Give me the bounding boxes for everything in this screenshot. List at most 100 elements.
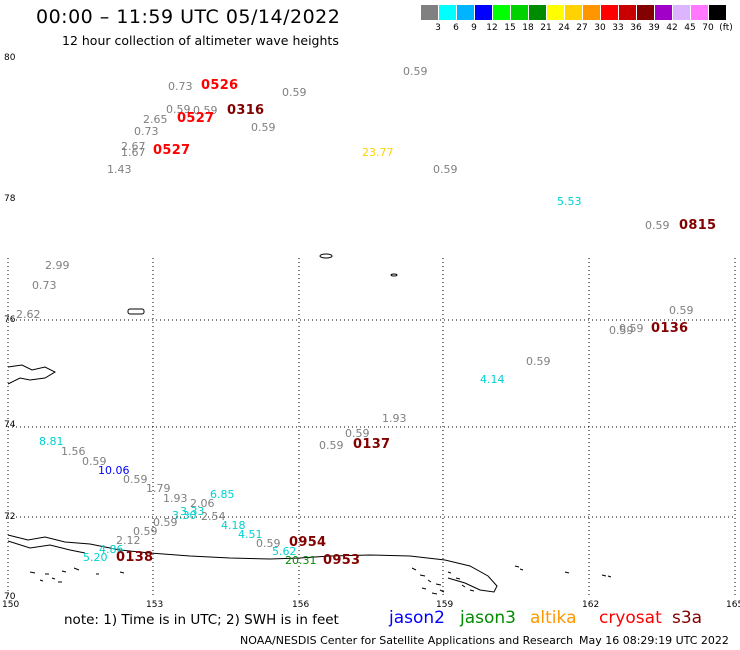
wave-height-label: 0.59 [345,427,370,440]
satellite-label-cryosat: cryosat [599,608,662,628]
legend-swatch [709,5,726,20]
time-tag: 0526 [201,78,239,93]
wave-height-label: 10.06 [98,464,130,477]
wave-height-label: 23.77 [362,146,394,159]
wave-height-label: 0.59 [82,455,107,468]
wave-height-label: 1.43 [107,163,132,176]
legend-swatch [673,5,690,20]
wave-height-label: 2.06 [190,497,215,510]
latitude-label: 72 [4,512,16,522]
wave-height-label: 2.67 [121,140,146,153]
wave-height-label: 0.59 [166,103,191,116]
wave-height-label: 2.12 [116,534,141,547]
legend-swatch [529,5,546,20]
legend-swatch [691,5,708,20]
wave-height-label: 0.73 [32,279,57,292]
legend-swatch [619,5,636,20]
wave-height-label: 0.59 [609,324,634,337]
time-tag: 0137 [353,437,391,452]
wave-height-label: 8.81 [39,435,64,448]
wave-height-label: 1.93 [163,492,188,505]
longitude-label: 159 [436,600,454,610]
wave-height-label: 5.20 [83,551,108,564]
legend-label: 21 [540,23,552,33]
wave-height-label: 2.65 [143,113,168,126]
latitude-label: 76 [4,315,16,325]
map-subtitle: 12 hour collection of altimeter wave hei… [62,33,339,48]
wave-height-label: 4.18 [221,519,246,532]
credit-text: NOAA/NESDIS Center for Satellite Applica… [240,634,574,647]
legend-label: 6 [453,23,459,33]
satellite-label-altika: altika [530,608,577,628]
wave-height-label: 0.59 [193,104,218,117]
wave-height-label: 2.99 [45,259,70,272]
wave-height-label: 0.59 [403,65,428,78]
time-tag: 0954 [289,535,327,550]
wave-height-label: 4.51 [238,528,263,541]
legend-swatch [457,5,474,20]
legend-swatch [493,5,510,20]
time-tag: 0527 [153,143,191,158]
latitude-label: 74 [4,420,16,430]
footnote: note: 1) Time is in UTC; 2) SWH is in fe… [64,612,339,628]
wave-height-label: 0.59 [282,86,307,99]
satellite-label-s3a: s3a [672,608,703,628]
longitude-label: 162 [582,600,600,610]
legend-label: 9 [471,23,477,33]
legend-swatch [475,5,492,20]
wave-height-label: 0.73 [168,80,193,93]
time-tag: 0316 [227,103,265,118]
coastline [7,253,612,595]
longitude-label: 150 [2,600,20,610]
wave-height-label: 1.56 [61,445,86,458]
map-title: 00:00 – 11:59 UTC 05/14/2022 [36,6,341,28]
wave-height-label: 4.14 [480,373,505,386]
time-tag: 0138 [116,550,154,565]
time-tag: 0527 [177,111,215,126]
wave-height-label: 0.73 [134,125,159,138]
timestamp-text: May 16 08:29:19 UTC 2022 [579,634,729,647]
latitude-label: 70 [4,592,16,602]
legend-label: 30 [594,23,606,33]
longitude-label: 165 [726,600,740,610]
legend-label: 3 [435,23,441,33]
wave-height-label: 0.59 [669,304,694,317]
legend-label: 42 [666,23,678,33]
legend-swatch [421,5,438,20]
legend-label: 70 [702,23,714,33]
legend-label: 18 [522,23,534,33]
wave-height-label: 6.85 [210,488,235,501]
wave-height-label: 0.59 [133,525,158,538]
wave-height-label: 5.53 [557,195,582,208]
wave-height-label: 0.59 [645,219,670,232]
wave-height-label: 0.59 [319,439,344,452]
time-tag: 0815 [679,218,717,233]
satellite-label-jason3: jason3 [460,608,516,628]
latitude-label: 80 [4,53,16,63]
legend-label: 45 [684,23,696,33]
legend-swatch [637,5,654,20]
legend-swatch [511,5,528,20]
wave-height-label: 0.59 [526,355,551,368]
legend-label: (ft) [719,23,733,33]
time-tag: 0953 [323,553,361,568]
wave-height-label: 0.59 [123,473,148,486]
wave-height-label: 0.59 [251,121,276,134]
wave-height-label: 20.31 [285,554,317,567]
wave-height-label: 1.93 [382,412,407,425]
wave-height-label: 1.67 [121,146,146,159]
legend-swatch [601,5,618,20]
wave-height-label: 3.30 [172,509,197,522]
wave-height-label: 1.79 [146,482,171,495]
wave-height-label: 0.59 [153,516,178,529]
wave-height-label: 2.54 [201,510,226,523]
longitude-label: 153 [146,600,164,610]
time-tag: 0136 [651,321,689,336]
legend-swatch [565,5,582,20]
wave-height-label: 3.33 [180,505,205,518]
satellite-label-jason2: jason2 [389,608,445,628]
wave-height-label: 5.62 [272,545,297,558]
wave-height-label: 0.59 [256,537,281,550]
longitude-label: 156 [292,600,310,610]
